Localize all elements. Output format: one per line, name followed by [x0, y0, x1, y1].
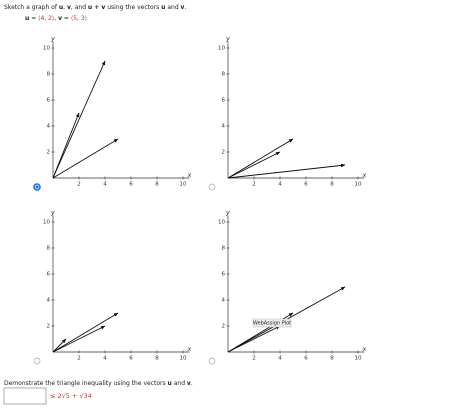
y-axis-label: y — [225, 35, 230, 43]
text-segment: u — [25, 15, 29, 22]
vector-arrow — [52, 325, 106, 353]
text-segment: using the vectors — [105, 4, 161, 11]
x-tick-label: 4 — [278, 182, 282, 188]
x-tick-label: 6 — [304, 182, 308, 188]
x-tick-label: 8 — [330, 182, 334, 188]
answer-suffix: ≤ 2√5 + √34 — [50, 392, 92, 400]
x-tick-label: 8 — [155, 356, 159, 362]
prompt: Sketch a graph of u, v, and u + v using … — [4, 4, 186, 11]
text-segment: and — [165, 4, 180, 11]
tooltip: WebAssign Plot — [253, 321, 291, 327]
text-segment: ⟨5, 3⟩ — [71, 15, 87, 22]
given-vectors: u = ⟨4, 2⟩, v = ⟨5, 3⟩ — [25, 15, 87, 22]
x-tick-label: 10 — [180, 356, 187, 362]
vector-arrow — [52, 60, 106, 179]
inequality-prompt: Demonstrate the triangle inequality usin… — [4, 380, 193, 387]
radio-button[interactable] — [208, 357, 216, 365]
text-segment: = — [62, 15, 71, 22]
vector-arrow — [52, 312, 119, 353]
y-tick-label: 10 — [43, 46, 50, 52]
y-tick-label: 2 — [222, 150, 226, 156]
y-tick-label: 6 — [47, 272, 51, 278]
text-segment: . — [184, 4, 186, 11]
x-tick-label: 2 — [252, 356, 256, 362]
y-tick-label: 10 — [218, 220, 225, 226]
text-segment: u + v — [88, 4, 105, 11]
text-segment: u — [168, 380, 172, 387]
y-tick-label: 10 — [43, 220, 50, 226]
x-axis-label: x — [187, 345, 192, 353]
vector-arrow — [227, 325, 281, 353]
y-tick-label: 4 — [47, 124, 51, 130]
vector-arrow — [52, 338, 67, 353]
vector-arrow — [227, 138, 294, 179]
y-tick-label: 8 — [47, 72, 51, 78]
vector-arrow — [52, 112, 80, 179]
x-tick-label: 4 — [103, 182, 107, 188]
vector-arrow — [52, 138, 119, 179]
text-segment: u — [161, 4, 165, 11]
x-tick-label: 8 — [155, 182, 159, 188]
x-axis-label: x — [362, 171, 367, 179]
x-tick-label: 8 — [330, 356, 334, 362]
x-axis-label: x — [187, 171, 192, 179]
x-tick-label: 2 — [252, 182, 256, 188]
x-tick-label: 10 — [355, 182, 362, 188]
text-segment: and — [172, 380, 187, 387]
x-tick-label: 10 — [180, 182, 187, 188]
text-segment: , and — [71, 4, 88, 11]
text-segment: . — [191, 380, 193, 387]
y-axis-label: y — [50, 35, 55, 43]
y-tick-label: 2 — [47, 150, 51, 156]
x-tick-label: 6 — [304, 356, 308, 362]
y-tick-label: 4 — [222, 124, 226, 130]
y-axis-label: y — [225, 209, 230, 217]
y-tick-label: 8 — [222, 246, 226, 252]
y-tick-label: 2 — [222, 324, 226, 330]
text-segment: Demonstrate the triangle inequality usin… — [4, 380, 168, 387]
radio-button[interactable] — [208, 183, 216, 191]
text-segment: v — [187, 380, 191, 387]
y-tick-label: 4 — [47, 298, 51, 304]
tooltip-box — [252, 318, 292, 328]
text-segment: Sketch a graph of — [4, 4, 59, 11]
y-tick-label: 6 — [222, 98, 226, 104]
y-tick-label: 6 — [47, 98, 51, 104]
text-segment: u — [59, 4, 63, 11]
x-tick-label: 10 — [355, 356, 362, 362]
y-tick-label: 8 — [47, 246, 51, 252]
y-tick-label: 4 — [222, 298, 226, 304]
text-segment: , — [63, 4, 67, 11]
text-segment: v — [67, 4, 71, 11]
vector-arrow — [227, 163, 346, 179]
answer-input[interactable] — [3, 387, 47, 405]
radio-button[interactable] — [33, 357, 41, 365]
text-segment: = — [29, 15, 38, 22]
y-tick-label: 2 — [47, 324, 51, 330]
y-tick-label: 10 — [218, 46, 225, 52]
x-tick-label: 4 — [278, 356, 282, 362]
text-segment: ⟨4, 2⟩ — [38, 15, 54, 22]
x-tick-label: 2 — [77, 182, 81, 188]
text-segment: v — [58, 15, 62, 22]
text-segment: v — [181, 4, 185, 11]
y-tick-label: 6 — [222, 272, 226, 278]
x-tick-label: 2 — [77, 356, 81, 362]
y-axis-label: y — [50, 209, 55, 217]
radio-dot — [35, 185, 39, 189]
x-tick-label: 6 — [129, 182, 133, 188]
text-segment: , — [54, 15, 58, 22]
y-tick-label: 8 — [222, 72, 226, 78]
vector-arrow — [227, 151, 281, 179]
x-tick-label: 6 — [129, 356, 133, 362]
x-tick-label: 4 — [103, 356, 107, 362]
x-axis-label: x — [362, 345, 367, 353]
